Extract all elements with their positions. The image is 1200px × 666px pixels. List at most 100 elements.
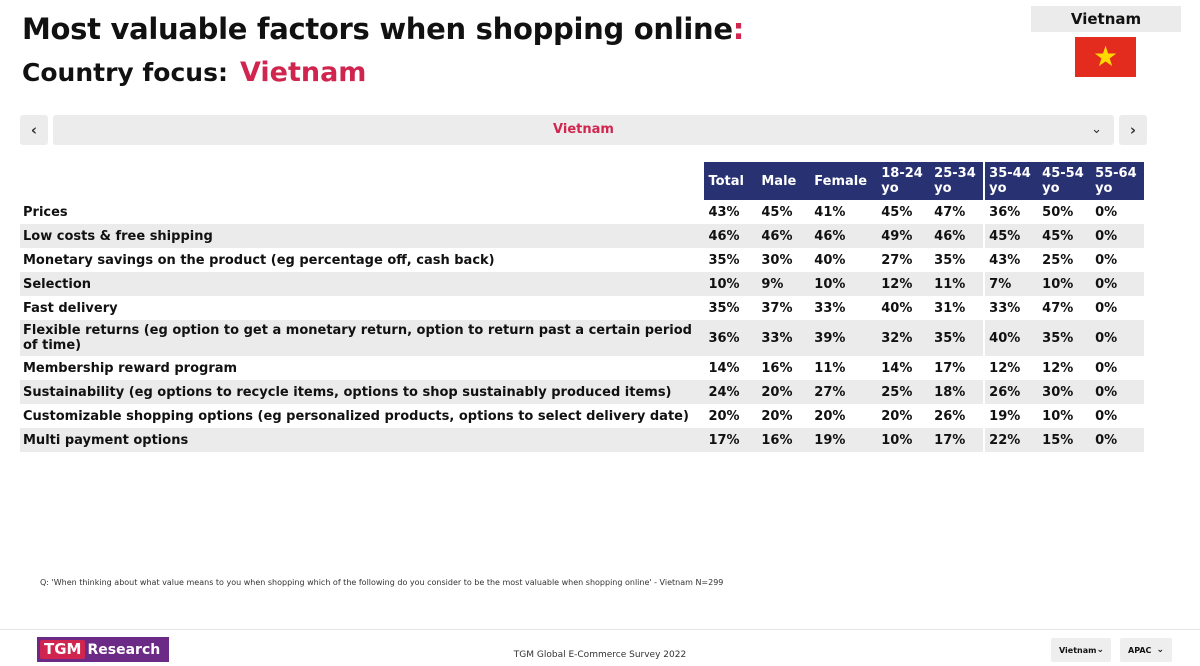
table-row: Fast delivery 35% 37% 33% 40% 31% 33% 47% 0%	[20, 296, 1144, 320]
column-header: Total	[704, 162, 758, 200]
table-cell: 36%	[704, 320, 758, 356]
table-cell: 0%	[1091, 380, 1144, 404]
table-cell: 47%	[1042, 300, 1074, 316]
table-cell: 0%	[1095, 408, 1118, 424]
table-row: Customizable shopping options (eg person…	[20, 404, 1144, 428]
column-header: 35-44 yo	[983, 162, 1039, 200]
table-cell: 46%	[704, 224, 758, 248]
row-label: Selection	[20, 272, 705, 296]
table-cell: 19%	[983, 404, 1039, 428]
table-cell: 39%	[810, 320, 878, 356]
table-cell: 37%	[761, 300, 793, 316]
table-cell: 20%	[761, 408, 793, 424]
table-cell: 12%	[877, 272, 931, 296]
table-cell: 24%	[704, 380, 758, 404]
table-cell: 14%	[881, 360, 913, 376]
table-row: Flexible returns (eg option to get a mon…	[20, 320, 1144, 356]
footer-region-select[interactable]: APAC ⌄	[1120, 638, 1172, 662]
next-button[interactable]: ›	[1119, 115, 1147, 145]
table-cell: 10%	[1042, 408, 1074, 424]
table-header-row: Total Male Female 18-24 yo 25-34 yo 35-4…	[20, 162, 1144, 200]
table-cell: 18%	[930, 380, 985, 404]
table-cell: 0%	[1095, 360, 1118, 376]
table-cell: 43%	[983, 248, 1039, 272]
table-cell: 0%	[1095, 204, 1118, 220]
table-cell: 33%	[983, 296, 1039, 320]
table-cell: 25%	[1042, 252, 1074, 268]
table-cell: 7%	[983, 272, 1039, 296]
country-select-value: Vietnam	[553, 122, 614, 137]
table-cell: 43%	[708, 204, 740, 220]
table-cell: 35%	[708, 252, 740, 268]
country-select[interactable]: Vietnam ⌄	[53, 115, 1114, 145]
tgm-research-logo: TGM Research	[37, 637, 169, 662]
table-cell: 46%	[757, 224, 811, 248]
table-header-blank	[20, 162, 704, 200]
table-row: Selection 10% 9% 10% 12% 11% 7% 10% 0%	[20, 272, 1144, 296]
survey-name: TGM Global E-Commerce Survey 2022	[513, 650, 687, 660]
country-focus: Vietnam	[239, 57, 367, 88]
table-cell: 27%	[810, 380, 878, 404]
table-cell: 46%	[930, 224, 985, 248]
table-cell: 20%	[814, 408, 846, 424]
table-cell: 50%	[1042, 204, 1074, 220]
table-cell: 40%	[881, 300, 913, 316]
table-cell: 10%	[877, 428, 931, 452]
table-cell: 35%	[708, 300, 740, 316]
table-cell: 12%	[1042, 360, 1074, 376]
table-cell: 40%	[814, 252, 846, 268]
column-header: Female	[810, 162, 878, 200]
table-cell: 20%	[881, 408, 913, 424]
table-cell: 0%	[1091, 320, 1144, 356]
row-label: Low costs & free shipping	[20, 224, 705, 248]
table-cell: 25%	[877, 380, 931, 404]
table-cell: 17%	[934, 360, 966, 376]
table-cell: 26%	[983, 380, 1039, 404]
table-cell: 45%	[881, 204, 913, 220]
table-cell: 11%	[930, 272, 985, 296]
table-cell: 45%	[983, 224, 1039, 248]
prev-button[interactable]: ‹	[20, 115, 48, 145]
table-cell: 10%	[704, 272, 758, 296]
results-table: Total Male Female 18-24 yo 25-34 yo 35-4…	[20, 162, 1144, 452]
table-row: Monetary savings on the product (eg perc…	[20, 248, 1144, 272]
table-cell: 0%	[1095, 300, 1118, 316]
table-cell: 20%	[757, 380, 811, 404]
table-cell: 46%	[810, 224, 878, 248]
table-cell: 27%	[881, 252, 913, 268]
table-cell: 40%	[983, 320, 1039, 356]
row-label: Multi payment options	[20, 428, 705, 452]
column-header: 18-24 yo	[877, 162, 931, 200]
table-row: Prices 43% 45% 41% 45% 47% 36% 50% 0%	[20, 200, 1144, 224]
table-cell: 10%	[1038, 272, 1092, 296]
chevron-down-icon: ⌄	[1096, 645, 1105, 655]
table-cell: 33%	[757, 320, 811, 356]
table-cell: 16%	[761, 360, 793, 376]
table-cell: 32%	[877, 320, 931, 356]
column-header: 55-64 yo	[1091, 162, 1144, 200]
table-cell: 35%	[930, 320, 985, 356]
column-header: 45-54 yo	[1038, 162, 1092, 200]
table-row: Membership reward program 14% 16% 11% 14% 17%…	[20, 356, 1144, 380]
table-row: Multi payment options 17% 16% 19% 10% 17% 22% 1…	[20, 428, 1144, 452]
row-label: Monetary savings on the product (eg perc…	[23, 252, 495, 268]
table-cell: 22%	[983, 428, 1039, 452]
chevron-down-icon: ⌄	[1091, 122, 1102, 137]
table-cell: 16%	[757, 428, 811, 452]
table-row: Low costs & free shipping 46% 46% 46% 49% 46%…	[20, 224, 1144, 248]
table-cell: 11%	[814, 360, 846, 376]
table-cell: 45%	[761, 204, 793, 220]
table-cell: 15%	[1038, 428, 1092, 452]
table-cell: 26%	[934, 408, 966, 424]
row-label: Membership reward program	[23, 360, 238, 376]
table-cell: 0%	[1095, 252, 1118, 268]
table-cell: 17%	[930, 428, 985, 452]
table-cell: 20%	[708, 408, 740, 424]
row-label: Prices	[23, 204, 68, 220]
question-footnote: Q: 'When thinking about what value means…	[40, 578, 724, 587]
footer-country-select[interactable]: Vietnam ⌄	[1051, 638, 1111, 662]
row-label: Customizable shopping options (eg person…	[23, 408, 689, 424]
table-cell: 35%	[1038, 320, 1092, 356]
page-subtitle: Country focus: Vietnam	[22, 57, 367, 88]
table-cell: 49%	[877, 224, 931, 248]
